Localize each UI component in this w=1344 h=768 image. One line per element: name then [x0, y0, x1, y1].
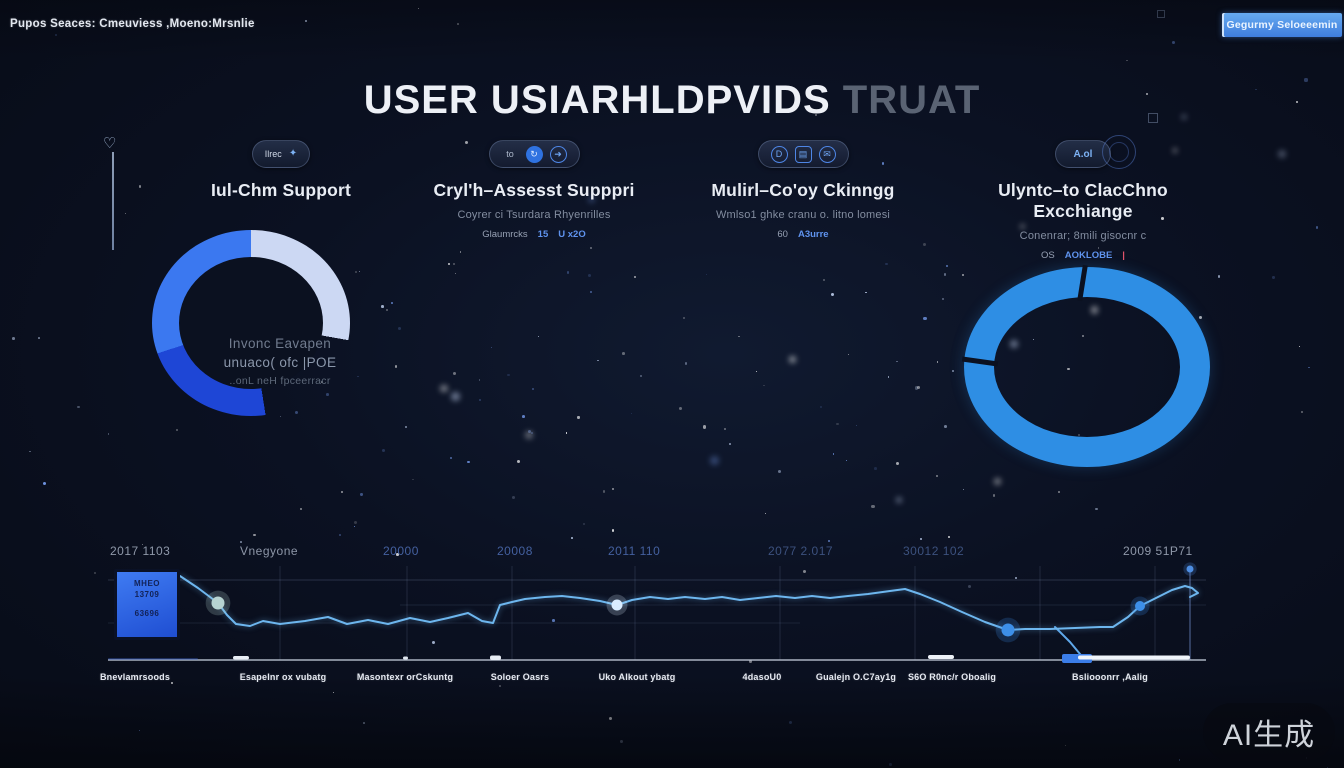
feature-subtitle: Wmlso1 ghke cranu o. litno lomesi — [715, 209, 891, 221]
feature-pill-badge[interactable]: Ilrec ✦ — [251, 140, 311, 168]
ring-gap-top — [1077, 264, 1088, 302]
axis-highlight-bars — [108, 654, 1190, 663]
chat-icon[interactable]: ✉ — [818, 145, 836, 163]
spark-icon: ✦ — [288, 148, 298, 159]
ring-gap-left — [961, 356, 999, 367]
axis-label: Vnegyone — [240, 544, 299, 558]
feature-meta: Glaumrcks 15 U x2O — [414, 229, 654, 240]
decor-square — [1157, 10, 1165, 18]
page-title-dim: TRUAT — [830, 78, 981, 122]
meta-text: Glaumrcks — [482, 229, 528, 240]
to-icon: to — [506, 148, 514, 159]
feature-exchange: A.ol Ulyntc–to ClacChno Excchiange Conen… — [948, 135, 1218, 261]
feature-multicopy: D ▤ ✉ Mulirl–Co'oy Ckinngg Wmlso1 ghke c… — [683, 140, 923, 240]
feature-heading: Mulirl–Co'oy Ckinngg — [711, 180, 895, 200]
heart-pin-line — [112, 152, 114, 250]
tooltip-line: 63696 — [134, 609, 160, 618]
meta-cursor: | — [1122, 250, 1125, 261]
feature-pill-icons[interactable]: to ↻ ➜ — [488, 140, 580, 168]
ring-chart — [961, 264, 1210, 467]
category-label: Bsliooonrr ,Aalig — [1072, 672, 1148, 682]
chart-tooltip-card[interactable]: MHEO 13709 63696 — [114, 569, 180, 640]
circle-d-icon[interactable]: D — [770, 145, 788, 163]
feature-pill-badge[interactable]: A.ol — [1055, 135, 1136, 169]
refresh-icon[interactable]: ↻ — [525, 145, 543, 163]
axis-label: 2077 2.017 — [768, 544, 834, 558]
axis-label: 2017 1103 — [110, 544, 171, 558]
axis-label: 2011 110 — [608, 544, 661, 558]
chart-markers — [205, 562, 1197, 643]
heart-icon: ♡ — [103, 135, 117, 152]
sketch-ring-icon — [1102, 135, 1136, 169]
feature-pill-icons[interactable]: D ▤ ✉ — [757, 140, 849, 168]
meta-text: OS — [1041, 250, 1055, 261]
progress-donut-chart — [152, 230, 350, 416]
category-label: S6O R0nc/r Oboalig — [907, 672, 997, 682]
meta-text: 60 — [777, 229, 788, 240]
feature-heading: Iul-Chm Support — [210, 180, 352, 200]
meta-stat: U x2O — [558, 229, 586, 240]
category-label: Esapelnr ox vubatg — [239, 672, 327, 682]
tooltip-line: MHEO — [134, 579, 160, 588]
site-tagline: Pupos Seaces: Cmeuviess ,Moeno:Mrsnlie — [10, 18, 255, 30]
axis-label: 30012 102 — [903, 544, 965, 558]
feature-crypto-asset: to ↻ ➜ Cryl'h–Assesst Supppri Coyrer ci … — [414, 140, 654, 240]
meta-stat: A3urre — [797, 229, 829, 240]
donut-line-2: unuaco( ofc |POE — [223, 355, 337, 370]
pill-label: A.ol — [1073, 148, 1093, 160]
category-label: Bnevlamrsoods — [99, 672, 171, 682]
ai-watermark-badge: AI生成 — [1203, 703, 1335, 761]
feature-multichain: Ilrec ✦ Iul-Chm Support — [161, 140, 401, 209]
doc-icon[interactable]: ▤ — [794, 145, 812, 163]
page-title: USER USIARHLDPVIDS TRUAT — [0, 78, 1344, 123]
timeline-chart — [108, 562, 1206, 663]
donut-line-1: Invonc Eavapen — [228, 336, 332, 351]
axis-label: 20000 — [383, 544, 419, 558]
feature-subtitle: Conenrar; 8mili gisocnr c — [1019, 230, 1147, 242]
axis-label: 20008 — [497, 544, 533, 558]
chart-line-main — [179, 575, 1199, 631]
donut-line-3: ..onL neH fpceerracr — [229, 375, 331, 387]
pill-label: Ilrec — [264, 149, 282, 159]
meta-stat: 15 — [537, 229, 549, 240]
donut-center-text: Invonc Eavapen unuaco( ofc |POE ..onL ne… — [200, 336, 360, 387]
page-title-main: USER USIARHLDPVIDS — [363, 78, 831, 122]
arrow-icon[interactable]: ➜ — [549, 145, 567, 163]
tooltip-line: 13709 — [134, 590, 160, 599]
feature-meta: 60 A3urre — [683, 229, 923, 240]
meta-stat: AOKLOBE — [1064, 250, 1113, 261]
feature-subtitle: Coyrer ci Tsurdara Rhyenrilles — [457, 209, 611, 221]
ai-watermark-text: AI生成 — [1222, 719, 1316, 752]
feature-heading: Cryl'h–Assesst Supppri — [433, 180, 635, 200]
feature-heading: Ulyntc–to ClacChno Excchiange — [998, 180, 1168, 221]
axis-label: 2009 51P71 — [1123, 544, 1193, 558]
category-label: Uko Alkout ybatg — [598, 672, 676, 682]
feature-meta: OS AOKLOBE | — [948, 250, 1218, 261]
header-cta-button[interactable]: Gegurmy Seloeeemin — [1222, 13, 1342, 37]
